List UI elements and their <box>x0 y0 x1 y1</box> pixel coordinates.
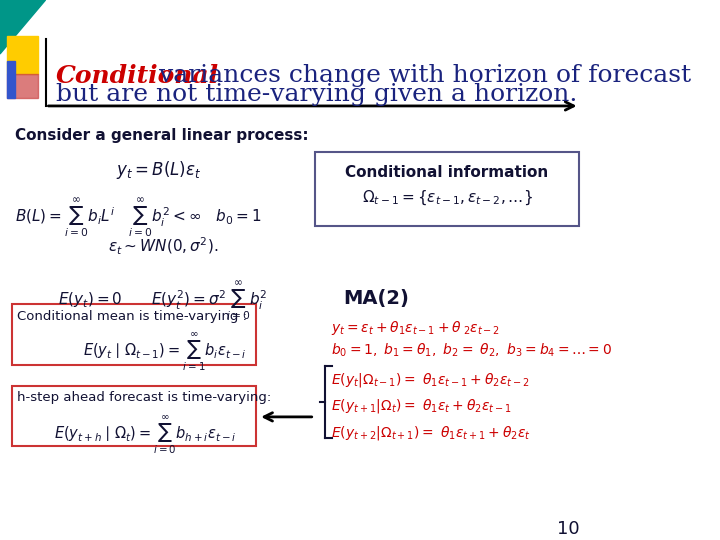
Bar <box>6 61 15 98</box>
Bar <box>315 152 580 226</box>
Text: Consider a general linear process:: Consider a general linear process: <box>15 127 309 143</box>
Text: $B(L) = \sum_{i=0}^{\infty} b_i L^i \quad \sum_{i=0}^{\infty} b_i^2 < \infty \qu: $B(L) = \sum_{i=0}^{\infty} b_i L^i \qua… <box>15 196 261 240</box>
Text: $E(y_{t+h} \mid \Omega_t) = \sum_{i=0}^{\infty} b_{h+i} \varepsilon_{t-i}$: $E(y_{t+h} \mid \Omega_t) = \sum_{i=0}^{… <box>54 414 236 456</box>
Bar <box>12 386 256 447</box>
Text: h-step ahead forecast is time-varying:: h-step ahead forecast is time-varying: <box>17 392 271 404</box>
Polygon shape <box>0 0 45 54</box>
Bar <box>12 304 256 365</box>
Bar <box>6 73 38 98</box>
Text: Conditional: Conditional <box>56 64 220 88</box>
Text: Conditional information: Conditional information <box>346 165 549 180</box>
Text: $E(y_t) = 0 \qquad E(y_t^2) = \sigma^2 \sum_{i=0}^{\infty} b_i^2$: $E(y_t) = 0 \qquad E(y_t^2) = \sigma^2 \… <box>58 280 268 323</box>
Text: $y_t = \varepsilon_t + \theta_1\varepsilon_{t-1} + \theta_{\ 2}\varepsilon_{t-2}: $y_t = \varepsilon_t + \theta_1\varepsil… <box>331 319 500 337</box>
Text: $b_0{=}1,\ b_1{=}\theta_1,\ b_2{=}\ \theta_2,\ b_3{=}b_4{=}{\ldots}{=}0$: $b_0{=}1,\ b_1{=}\theta_1,\ b_2{=}\ \the… <box>331 341 612 359</box>
Text: $E(y_{t+2}|\Omega_{t+1}){=}\ \theta_1\varepsilon_{t+1} + \theta_2\varepsilon_t$: $E(y_{t+2}|\Omega_{t+1}){=}\ \theta_1\va… <box>331 424 531 442</box>
Text: but are not time-varying given a horizon.: but are not time-varying given a horizon… <box>56 83 577 106</box>
Text: $E(y_{t+1}|\Omega_t){=}\ \theta_1\varepsilon_t + \theta_2\varepsilon_{t-1}$: $E(y_{t+1}|\Omega_t){=}\ \theta_1\vareps… <box>331 397 512 415</box>
Text: $y_t = B(L)\varepsilon_t$: $y_t = B(L)\varepsilon_t$ <box>116 159 201 181</box>
Text: Conditional mean is time-varying :: Conditional mean is time-varying : <box>17 310 246 323</box>
Bar <box>6 36 38 73</box>
Text: $\varepsilon_t \sim WN(0, \sigma^2).$: $\varepsilon_t \sim WN(0, \sigma^2).$ <box>107 235 218 256</box>
Text: variances change with horizon of forecast: variances change with horizon of forecas… <box>151 64 692 87</box>
Text: $E(y_t|\Omega_{t-1}){=}\ \theta_1\varepsilon_{t-1} + \theta_2\varepsilon_{t-2}$: $E(y_t|\Omega_{t-1}){=}\ \theta_1\vareps… <box>331 371 530 389</box>
Text: $\Omega_{t-1} = \{\varepsilon_{t-1}, \varepsilon_{t-2}, \ldots\}$: $\Omega_{t-1} = \{\varepsilon_{t-1}, \va… <box>361 188 533 207</box>
Text: 10: 10 <box>557 520 580 538</box>
Text: MA(2): MA(2) <box>343 289 410 308</box>
Text: $E(y_t \mid \Omega_{t-1}) = \sum_{i=1}^{\infty} b_i \varepsilon_{t-i}$: $E(y_t \mid \Omega_{t-1}) = \sum_{i=1}^{… <box>83 332 246 373</box>
